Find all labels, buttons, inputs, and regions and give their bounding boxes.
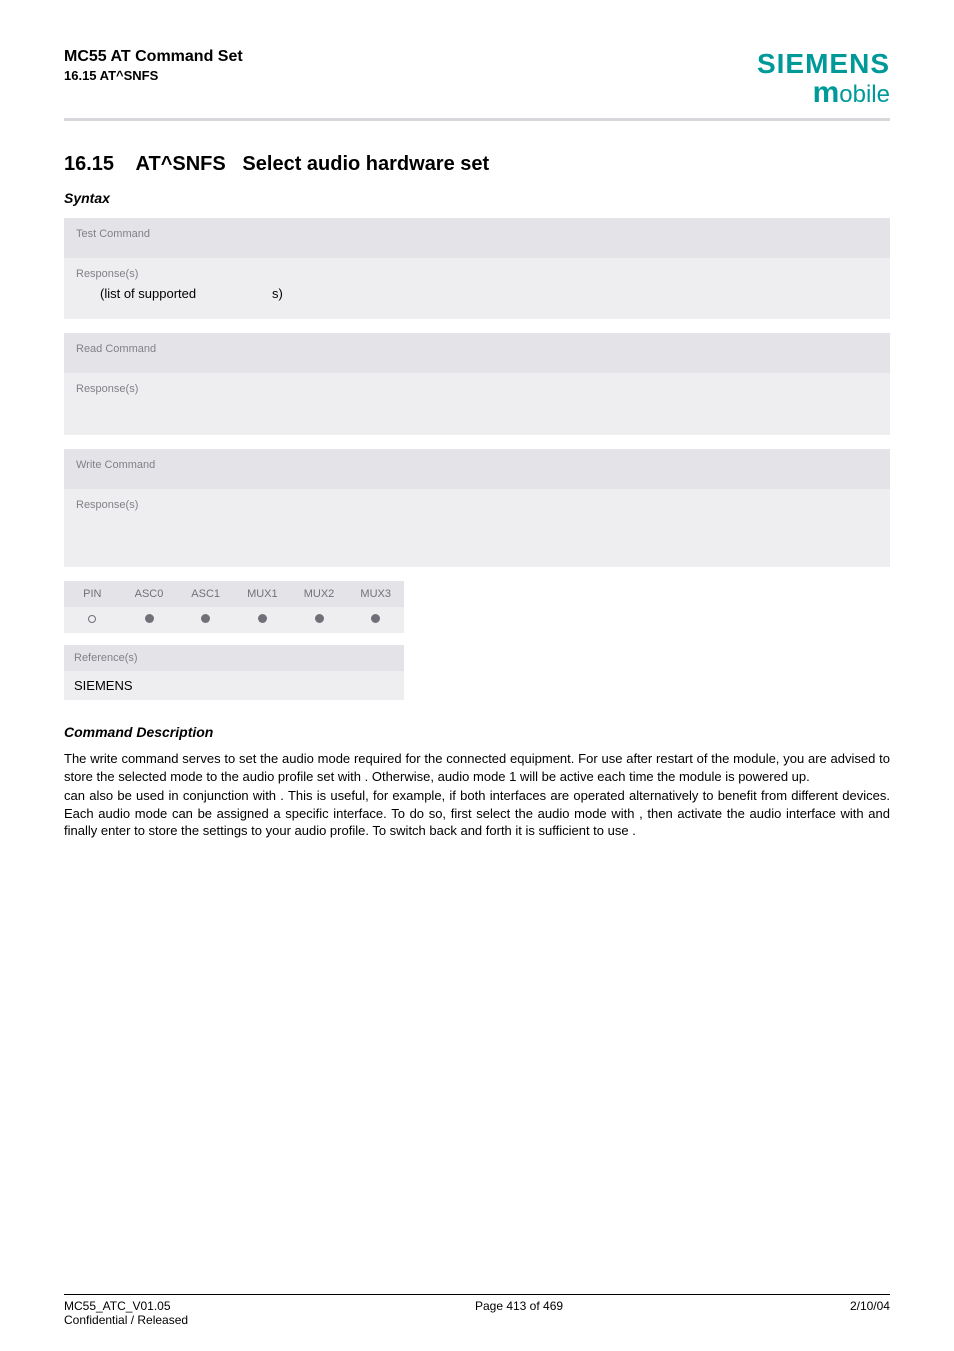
test-command-body: Response(s) (list of supported s)	[64, 258, 890, 319]
pin-table-header-row: PIN ASC0 ASC1 MUX1 MUX2 MUX3	[64, 581, 404, 607]
write-command-body: Response(s)	[64, 489, 890, 567]
asc1-col-header: ASC1	[177, 581, 234, 607]
pin-dot	[64, 607, 121, 633]
mux2-col-header: MUX2	[291, 581, 348, 607]
footer-left: MC55_ATC_V01.05 Confidential / Released	[64, 1299, 188, 1327]
footer-page-number: Page 413 of 469	[475, 1299, 563, 1327]
pin-asc-mux-table: PIN ASC0 ASC1 MUX1 MUX2 MUX3	[64, 581, 404, 633]
mobile-logo-m: m	[813, 76, 840, 109]
mux1-col-header: MUX1	[234, 581, 291, 607]
circle-filled-icon	[258, 614, 267, 623]
description-paragraph-1: The write command serves to set the audi…	[64, 750, 890, 785]
circle-filled-icon	[201, 614, 210, 623]
doc-title: MC55 AT Command Set	[64, 48, 243, 66]
asc1-dot	[177, 607, 234, 633]
reference-table: Reference(s) SIEMENS	[64, 645, 404, 700]
circle-filled-icon	[371, 614, 380, 623]
description-paragraph-2: can also be used in conjunction with . T…	[64, 787, 890, 840]
circle-filled-icon	[145, 614, 154, 623]
header-right: SIEMENS mobile	[757, 48, 890, 110]
read-command-body: Response(s)	[64, 373, 890, 435]
circle-filled-icon	[315, 614, 324, 623]
command-description-label: Command Description	[64, 724, 890, 740]
reference-value: SIEMENS	[64, 671, 404, 700]
section-heading: 16.15 AT^SNFS Select audio hardware set	[64, 153, 890, 176]
mux1-dot	[234, 607, 291, 633]
write-command-block: Write Command Response(s)	[64, 449, 890, 567]
mux3-dot	[347, 607, 404, 633]
asc0-dot	[121, 607, 178, 633]
header-left: MC55 AT Command Set 16.15 AT^SNFS	[64, 48, 243, 83]
section-title: Select audio hardware set	[242, 153, 489, 175]
pin-table-body-row	[64, 607, 404, 633]
page-header: MC55 AT Command Set 16.15 AT^SNFS SIEMEN…	[64, 48, 890, 121]
pin-col-header: PIN	[64, 581, 121, 607]
section-cmd: AT^SNFS	[136, 153, 226, 175]
mobile-logo: mobile	[757, 76, 890, 110]
write-command-header: Write Command	[64, 449, 890, 489]
read-response-label: Response(s)	[76, 383, 878, 395]
test-response-content: (list of supported s)	[76, 286, 878, 301]
mux3-col-header: MUX3	[347, 581, 404, 607]
reference-header: Reference(s)	[64, 645, 404, 671]
syntax-label: Syntax	[64, 190, 890, 206]
footer-date: 2/10/04	[850, 1299, 890, 1327]
page-footer: MC55_ATC_V01.05 Confidential / Released …	[64, 1294, 890, 1327]
section-number: 16.15	[64, 153, 114, 175]
mux2-dot	[291, 607, 348, 633]
test-command-block: Test Command Response(s) (list of suppor…	[64, 218, 890, 319]
doc-subtitle: 16.15 AT^SNFS	[64, 68, 243, 83]
circle-empty-icon	[88, 615, 96, 623]
mobile-logo-rest: obile	[839, 81, 890, 108]
asc0-col-header: ASC0	[121, 581, 178, 607]
footer-confidential: Confidential / Released	[64, 1313, 188, 1327]
footer-version: MC55_ATC_V01.05	[64, 1299, 171, 1313]
test-response-label: Response(s)	[76, 268, 878, 280]
read-command-header: Read Command	[64, 333, 890, 373]
write-response-label: Response(s)	[76, 499, 878, 511]
test-command-header: Test Command	[64, 218, 890, 258]
read-command-block: Read Command Response(s)	[64, 333, 890, 435]
